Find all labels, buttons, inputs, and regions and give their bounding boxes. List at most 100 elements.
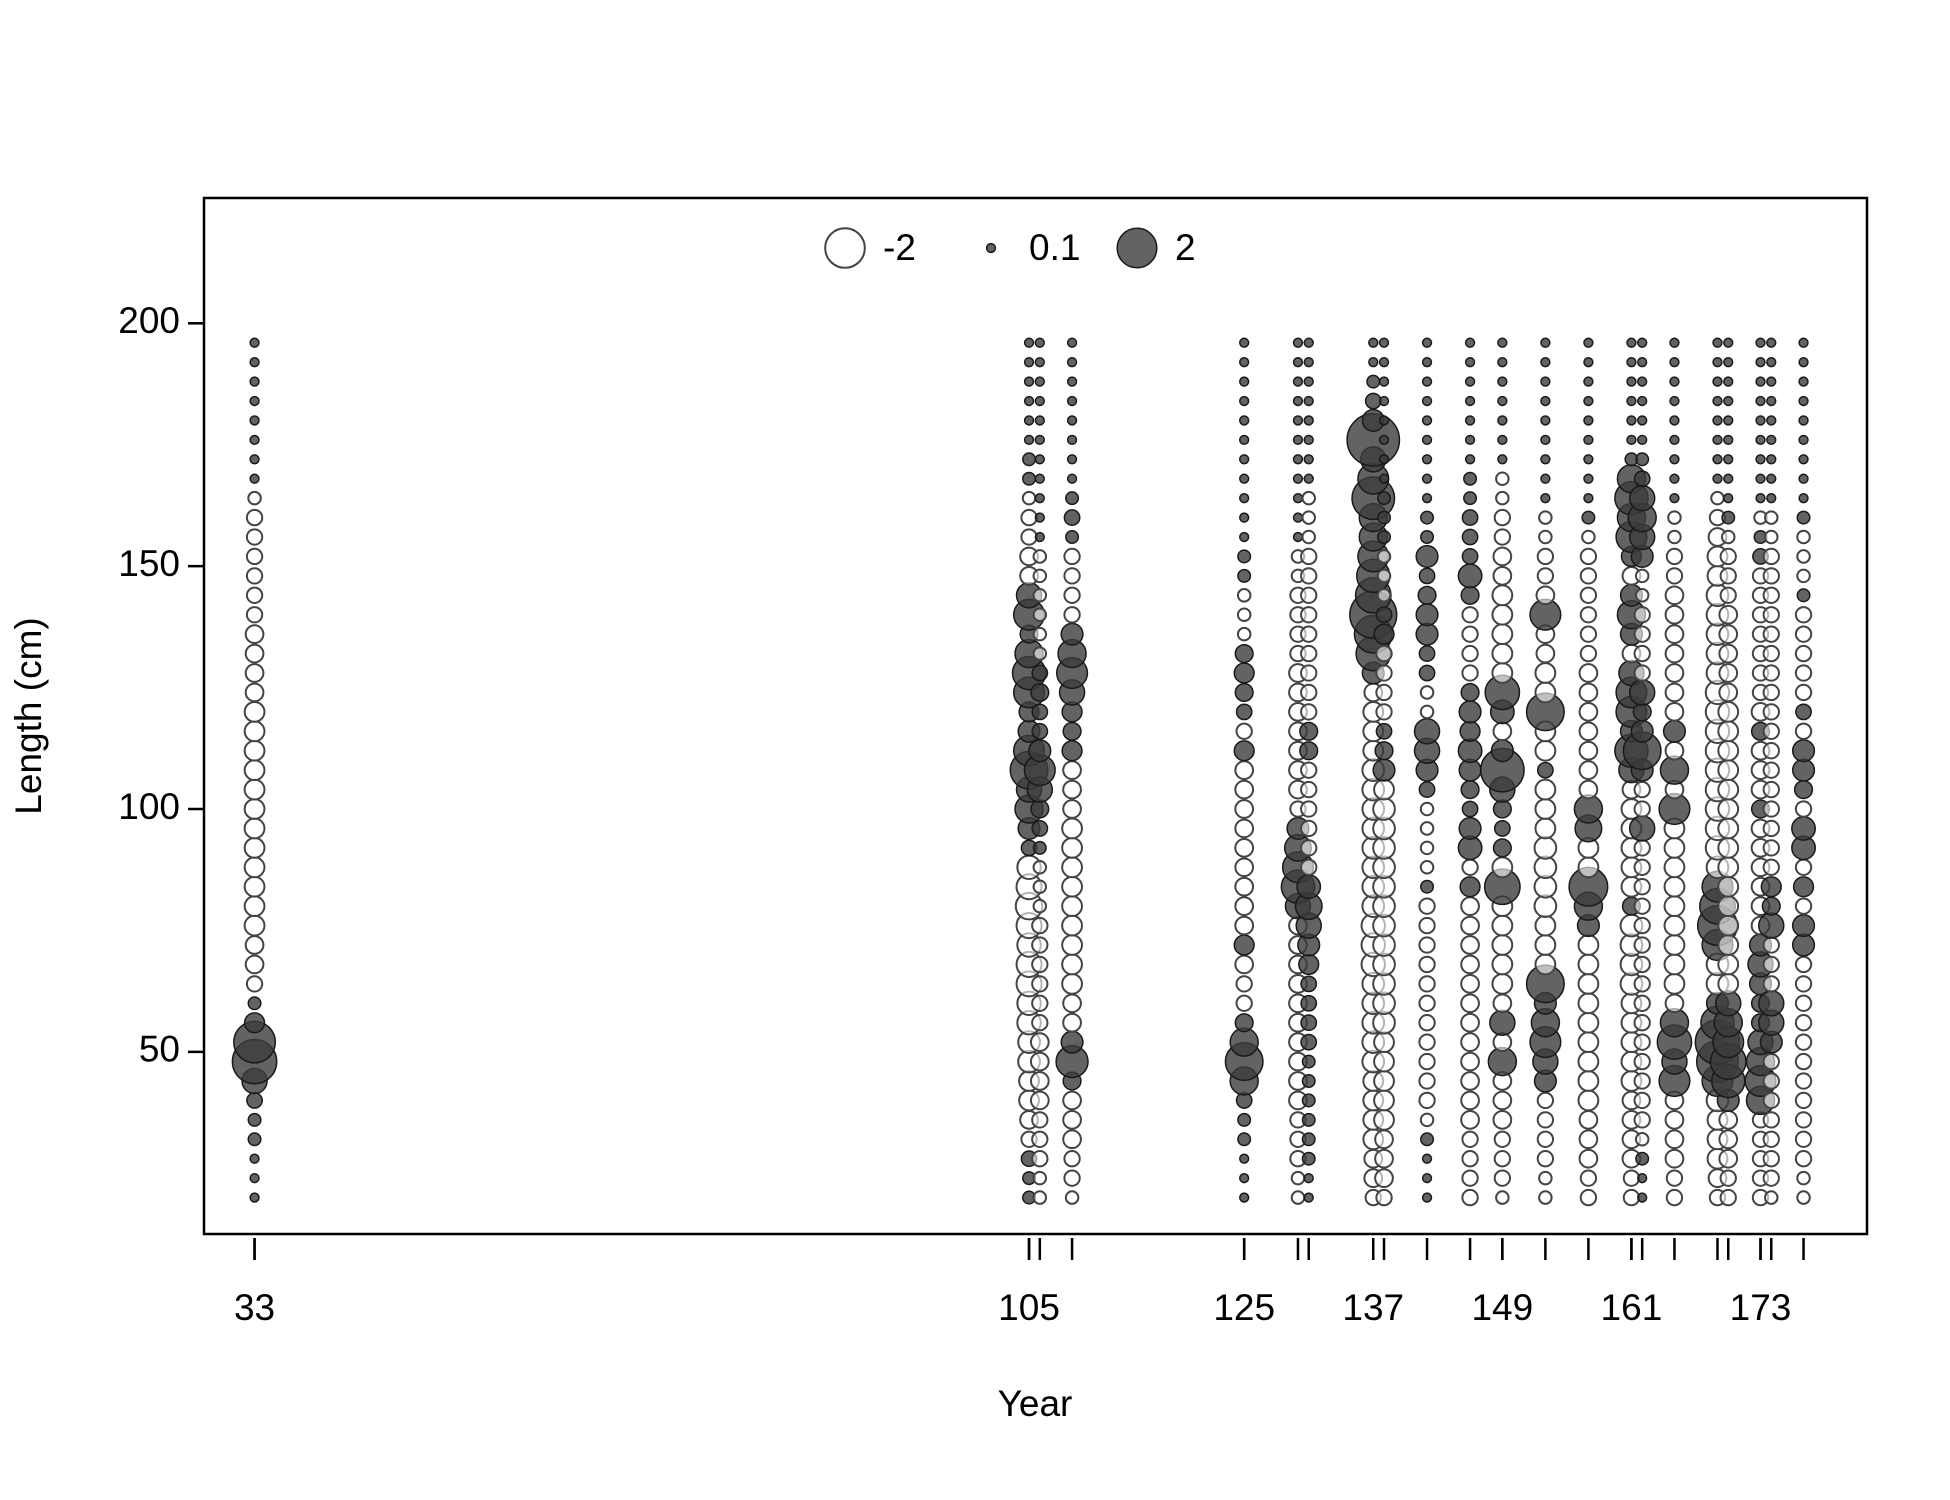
- bubble: [1667, 510, 1682, 525]
- bubble: [1421, 376, 1433, 387]
- bubble: [1063, 1169, 1081, 1187]
- bubble: [1712, 395, 1723, 407]
- bubble: [1583, 454, 1594, 465]
- bubble: [1489, 1009, 1516, 1036]
- bubble: [1421, 1172, 1433, 1184]
- bubble: [1538, 510, 1553, 525]
- bubble: [1540, 356, 1551, 368]
- bubble: [247, 996, 262, 1011]
- bubble: [1034, 531, 1045, 543]
- bubble: [1633, 644, 1651, 663]
- bubble: [1292, 434, 1304, 446]
- bubble: [1062, 1090, 1082, 1111]
- bubble: [1536, 567, 1555, 585]
- bubble: [1664, 1148, 1685, 1169]
- bubble: [1375, 683, 1393, 702]
- bubble: [1579, 625, 1598, 643]
- bubble: [1637, 415, 1648, 426]
- bubble: [1377, 491, 1392, 506]
- bubble: [1712, 473, 1723, 484]
- bubble: [1755, 337, 1766, 348]
- bubble: [249, 473, 260, 484]
- bubble: [1292, 454, 1304, 465]
- bubble: [1062, 799, 1082, 819]
- bubble: [1497, 337, 1508, 348]
- bubble: [244, 624, 265, 645]
- bubble: [1034, 376, 1045, 387]
- bubble: [1534, 662, 1557, 684]
- bubble: [1300, 644, 1318, 663]
- bubble: [1579, 567, 1598, 585]
- bubble: [1023, 337, 1035, 348]
- bubble: [1495, 490, 1510, 506]
- bubble: [1628, 484, 1656, 512]
- bubble: [1583, 356, 1594, 368]
- bubble: [1031, 820, 1049, 837]
- bubble: [1798, 473, 1809, 484]
- bubble: [1578, 1129, 1599, 1150]
- bubble: [1419, 801, 1435, 817]
- bubble: [1464, 454, 1476, 465]
- bubble: [1534, 778, 1557, 801]
- bubble: [1540, 395, 1551, 407]
- bubble: [1303, 376, 1314, 387]
- bubble: [1374, 1168, 1394, 1188]
- bubble: [1664, 702, 1685, 722]
- bubble: [1063, 606, 1081, 624]
- bubble: [1062, 760, 1082, 781]
- bubble: [1635, 1151, 1650, 1166]
- bubble: [1419, 685, 1435, 700]
- bubble: [1032, 549, 1048, 564]
- bubble: [244, 663, 265, 683]
- bubble: [1460, 779, 1480, 800]
- bubble: [245, 528, 264, 546]
- bubble: [1762, 742, 1780, 760]
- bubble: [1633, 664, 1651, 682]
- bubble: [1373, 1089, 1395, 1112]
- bubble: [1796, 588, 1811, 603]
- bubble: [1373, 623, 1395, 645]
- bubble: [1664, 604, 1685, 625]
- bubble: [1292, 395, 1304, 407]
- bubble: [1023, 395, 1035, 407]
- y-tick-label: 200: [118, 300, 180, 341]
- bubble: [1766, 473, 1777, 484]
- bubble: [1420, 1132, 1435, 1147]
- bubble: [1418, 916, 1436, 935]
- bubble: [1497, 356, 1508, 368]
- bubble: [1237, 549, 1252, 564]
- bubble: [1633, 936, 1651, 954]
- bubble: [1536, 1111, 1555, 1129]
- bubble: [1368, 337, 1379, 348]
- bubble: [1239, 531, 1250, 543]
- bubble: [1630, 719, 1654, 743]
- bubble: [1461, 606, 1479, 624]
- bubble: [1578, 1110, 1599, 1130]
- bubble: [1491, 603, 1514, 626]
- bubble: [1536, 547, 1555, 566]
- bubble: [1303, 473, 1314, 484]
- bubble: [1233, 740, 1255, 762]
- bubble: [1633, 780, 1651, 799]
- bubble: [1421, 1192, 1433, 1203]
- bubble: [1229, 1027, 1259, 1057]
- bubble: [1418, 1033, 1436, 1051]
- bubble: [1031, 722, 1049, 740]
- bubble: [243, 798, 266, 820]
- bubble: [1063, 547, 1081, 566]
- bubble: [243, 700, 266, 723]
- bubble: [249, 1153, 260, 1164]
- bubble: [1723, 473, 1734, 484]
- bubble: [1374, 1148, 1394, 1169]
- bubble: [1755, 454, 1766, 465]
- bubble: [1762, 1150, 1780, 1168]
- bubble: [1794, 897, 1813, 915]
- y-tick-label: 150: [118, 543, 180, 584]
- bubble: [1233, 934, 1255, 956]
- bubble: [1461, 548, 1479, 565]
- bubble: [1492, 546, 1513, 567]
- bubble: [1717, 895, 1740, 918]
- bubble: [1418, 955, 1436, 974]
- bubble: [1534, 934, 1557, 956]
- bubble: [1301, 490, 1316, 506]
